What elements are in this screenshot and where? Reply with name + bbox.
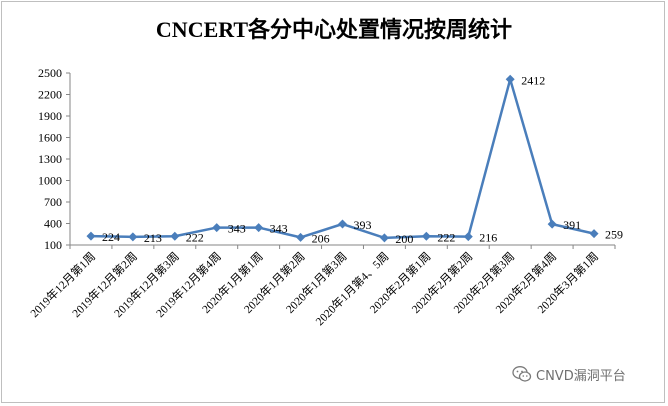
wechat-icon [512, 366, 532, 382]
y-tick-label: 2500 [38, 66, 62, 80]
data-label: 222 [437, 230, 455, 244]
y-tick-label: 700 [44, 195, 62, 209]
data-label: 224 [102, 230, 120, 244]
data-label: 343 [228, 222, 246, 236]
data-label: 206 [312, 231, 330, 245]
data-point [254, 223, 264, 233]
y-tick-label: 2200 [38, 88, 62, 102]
data-label: 343 [270, 222, 288, 236]
data-point [379, 233, 389, 243]
data-point [338, 219, 347, 229]
data-point [170, 231, 180, 241]
axes: 1004007001000130016001900220025002019年12… [27, 66, 616, 328]
y-tick-label: 100 [44, 238, 62, 252]
data-point [589, 229, 599, 239]
data-label: 2412 [521, 73, 545, 87]
data-point [547, 219, 557, 229]
series-markers [86, 74, 599, 243]
data-point [212, 223, 222, 233]
data-point [505, 74, 515, 84]
chart-title: CNCERT各分中心处置情况按周统计 [156, 17, 512, 42]
data-label: 200 [395, 232, 413, 246]
y-tick-label: 1000 [38, 174, 62, 188]
data-labels: 224 213 222 343 343 206 393 200 222 216 2412 391 259 [102, 73, 623, 246]
data-point [86, 231, 96, 241]
watermark: CNVD漏洞平台 [512, 364, 626, 384]
x-tick-label: 2020年1月第4、5周 [313, 249, 392, 328]
series-line [90, 78, 595, 240]
data-point [463, 232, 473, 242]
data-point [296, 232, 306, 242]
data-label: 222 [186, 230, 204, 244]
y-tick-label: 400 [44, 217, 62, 231]
series-line-path [90, 78, 595, 240]
watermark-text: CNVD漏洞平台 [536, 368, 626, 384]
y-tick-label: 1900 [38, 109, 62, 123]
data-label: 259 [605, 228, 623, 242]
y-tick-label: 1300 [38, 152, 62, 166]
data-label: 216 [479, 231, 497, 245]
data-point [128, 232, 138, 242]
y-tick-label: 1600 [38, 131, 62, 145]
data-label: 213 [144, 231, 162, 245]
data-label: 391 [563, 218, 581, 232]
data-label: 393 [354, 218, 372, 232]
data-point [421, 231, 431, 241]
